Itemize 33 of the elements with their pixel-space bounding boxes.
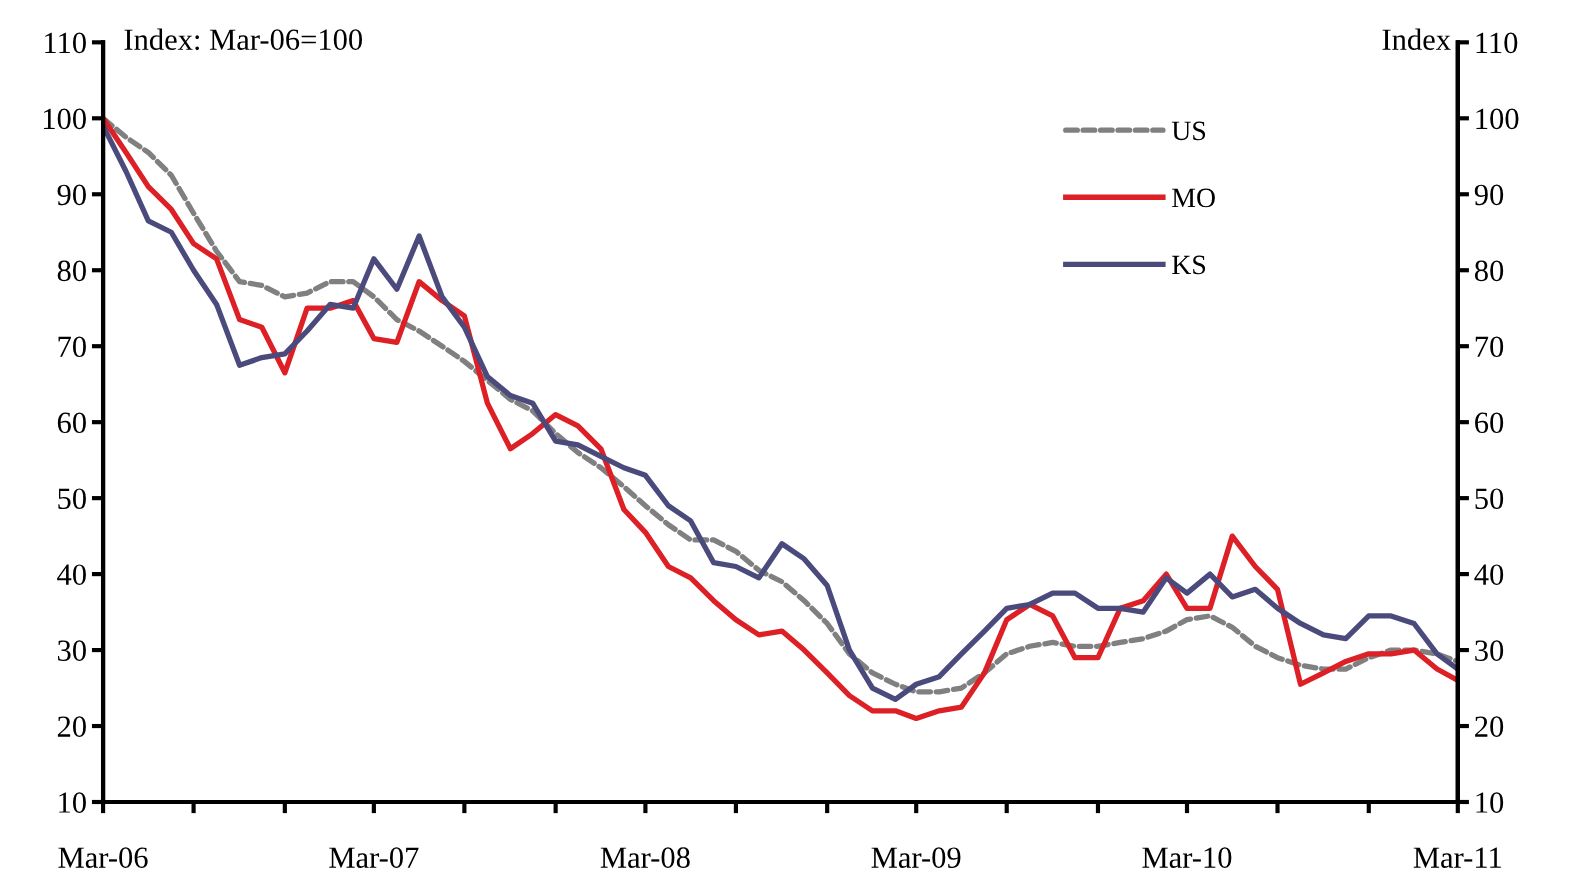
x-tick-label: Mar-09	[871, 847, 961, 868]
y-tick-label: 50	[58, 488, 86, 510]
x-tick-label: Mar-06	[58, 847, 148, 868]
y2-tick-label: 10	[1476, 792, 1504, 813]
y2-tick-label: 50	[1475, 488, 1504, 510]
y2-tick-label: 90	[1474, 184, 1504, 206]
x-tick-label: Mar-07	[329, 847, 419, 868]
x-tick-label: Mar-08	[600, 847, 690, 868]
y-tick-label: 80	[57, 260, 86, 282]
legend-label: US	[1171, 121, 1206, 141]
y-tick-label: 60	[57, 412, 86, 434]
y-tick-label: 70	[58, 336, 86, 358]
y-tick-label: 110	[45, 32, 86, 54]
y2-tick-label: 30	[1475, 640, 1504, 661]
y2-tick-label: 100	[1476, 108, 1519, 130]
y2-tick-label: 70	[1475, 336, 1504, 358]
y-tick-label: 10	[59, 792, 86, 813]
y-tick-label: 90	[57, 184, 86, 206]
y2-axis-title: Index	[1382, 28, 1451, 50]
y-axis-title: Index: Mar-06=100	[124, 28, 363, 51]
y2-tick-label: 40	[1474, 564, 1504, 585]
y2-tick-label: 110	[1476, 32, 1518, 54]
y-tick-label: 30	[58, 640, 86, 661]
y-tick-label: 40	[57, 564, 86, 585]
y-tick-label: 20	[57, 716, 86, 737]
x-tick-label: Mar-10	[1142, 847, 1232, 868]
legend-label: KS	[1172, 255, 1206, 275]
y-tick-label: 100	[43, 108, 86, 130]
y2-tick-label: 20	[1475, 716, 1504, 737]
y2-tick-label: 80	[1474, 260, 1504, 282]
y2-tick-label: 60	[1475, 412, 1504, 434]
legend-label: MO	[1172, 188, 1215, 208]
x-tick-label: Mar-11	[1413, 847, 1501, 868]
